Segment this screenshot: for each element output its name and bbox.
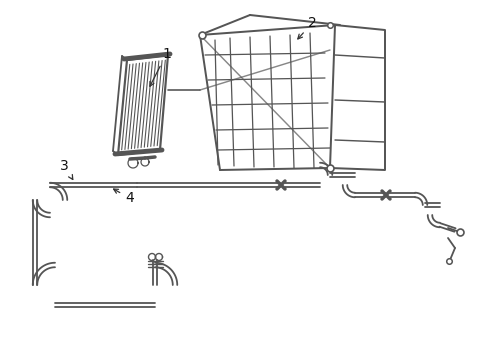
- Text: 3: 3: [60, 159, 73, 179]
- Text: 4: 4: [114, 189, 134, 205]
- Text: 1: 1: [150, 47, 171, 86]
- Text: 2: 2: [298, 16, 317, 39]
